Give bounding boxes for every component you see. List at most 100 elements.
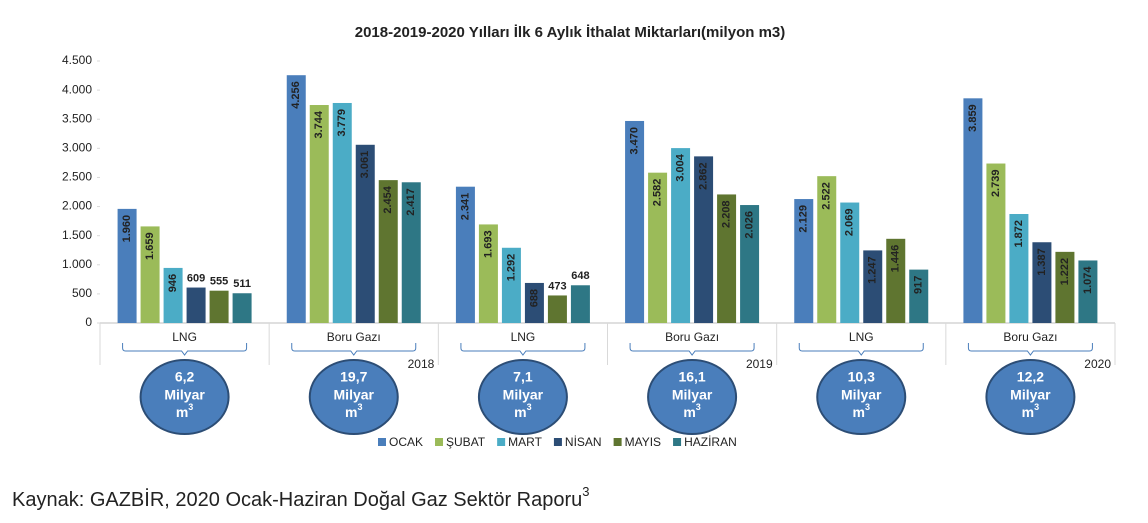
bar <box>625 120 645 323</box>
bar <box>547 295 567 323</box>
bar <box>501 247 521 323</box>
y-tick-label: 3.500 <box>62 111 92 125</box>
value-label: 1.222 <box>1059 258 1071 286</box>
value-label: 3.470 <box>628 127 640 155</box>
bar <box>671 148 691 323</box>
value-label: 1.292 <box>505 254 517 282</box>
y-tick-label: 500 <box>72 286 92 300</box>
bar <box>694 156 714 323</box>
x-tick-label: LNG <box>172 330 197 344</box>
y-tick-label: 4.500 <box>62 53 92 67</box>
brace <box>460 343 586 356</box>
legend-swatch <box>673 438 682 446</box>
total-unit2: m3 <box>345 402 362 419</box>
unit-sup: 3 <box>696 402 701 412</box>
y-tick-label: 1.000 <box>62 257 92 271</box>
total-ellipse <box>816 359 907 435</box>
bar <box>355 144 375 323</box>
y-tick-label: 4.000 <box>62 82 92 96</box>
brace <box>291 343 417 356</box>
total-unit: Milyar <box>334 387 375 403</box>
bar <box>570 285 590 323</box>
value-label: 3.779 <box>336 109 348 137</box>
x-tick-label: Boru Gazı <box>665 330 719 344</box>
total-unit2: m3 <box>176 402 193 419</box>
value-label: 648 <box>571 270 589 282</box>
legend-swatch <box>497 438 506 446</box>
value-label: 1.872 <box>1013 220 1025 248</box>
value-label: 917 <box>913 276 925 294</box>
legend-label: ŞUBAT <box>446 435 486 449</box>
unit: m <box>1022 404 1034 420</box>
value-label: 2.069 <box>844 209 856 237</box>
bar <box>863 250 883 323</box>
value-label: 1.387 <box>1036 248 1048 276</box>
source-text: Kaynak: GAZBİR, 2020 Ocak-Haziran Doğal … <box>12 488 582 511</box>
value-label: 1.446 <box>890 245 902 273</box>
total-ellipse <box>647 359 738 435</box>
legend-swatch <box>613 438 622 446</box>
brace <box>967 343 1093 356</box>
total-ellipse <box>308 359 399 435</box>
unit: m <box>176 404 188 420</box>
legend-label: OCAK <box>389 435 423 449</box>
unit-sup: 3 <box>1034 402 1039 412</box>
bar <box>909 269 929 323</box>
bar <box>524 282 544 323</box>
value-label: 3.061 <box>359 151 371 179</box>
bar <box>986 163 1006 323</box>
total-unit: Milyar <box>672 387 713 403</box>
bar <box>717 194 737 323</box>
total-value: 7,1 <box>513 369 533 385</box>
y-tick-label: 0 <box>85 315 92 329</box>
total-value: 6,2 <box>175 369 195 385</box>
year-label: 2020 <box>1084 357 1111 371</box>
unit-sup: 3 <box>527 402 532 412</box>
bar <box>794 199 814 323</box>
bar <box>140 226 160 323</box>
total-ellipse <box>477 359 568 435</box>
value-label: 1.247 <box>867 256 879 284</box>
bar <box>963 98 983 324</box>
total-unit: Milyar <box>1010 387 1051 403</box>
bar <box>455 186 475 323</box>
chart-title: 2018-2019-2020 Yılları İlk 6 Aylık İthal… <box>355 24 786 41</box>
bar <box>1055 251 1075 323</box>
bar <box>209 290 229 323</box>
brace <box>798 343 924 356</box>
total-unit: Milyar <box>841 387 882 403</box>
legend-label: MAYIS <box>625 435 661 449</box>
value-label: 1.960 <box>121 215 133 243</box>
x-tick-label: LNG <box>849 330 874 344</box>
value-label: 2.417 <box>405 188 417 216</box>
bar <box>648 172 668 323</box>
value-label: 3.744 <box>313 110 325 138</box>
source-sup: 3 <box>582 484 589 499</box>
unit-sup: 3 <box>188 402 193 412</box>
value-label: 688 <box>528 289 540 307</box>
value-label: 2.026 <box>743 211 755 239</box>
legend-label: HAZİRAN <box>684 435 737 449</box>
value-label: 3.004 <box>674 153 686 181</box>
legend-swatch <box>378 438 386 446</box>
bar <box>740 205 760 323</box>
bar <box>378 180 398 323</box>
bar <box>117 208 137 323</box>
total-ellipse <box>139 359 230 435</box>
value-label: 555 <box>210 276 228 288</box>
unit-sup: 3 <box>865 402 870 412</box>
value-label: 946 <box>167 274 179 292</box>
value-label: 2.208 <box>720 200 732 228</box>
bar <box>1032 242 1052 323</box>
bar <box>478 224 498 323</box>
y-tick-label: 2.000 <box>62 199 92 213</box>
value-label: 4.256 <box>290 81 302 109</box>
bar <box>817 176 837 323</box>
bar <box>1009 214 1029 323</box>
unit-sup: 3 <box>357 402 362 412</box>
unit: m <box>683 404 695 420</box>
value-label: 473 <box>548 280 566 292</box>
bar <box>1078 260 1098 323</box>
unit: m <box>853 404 865 420</box>
